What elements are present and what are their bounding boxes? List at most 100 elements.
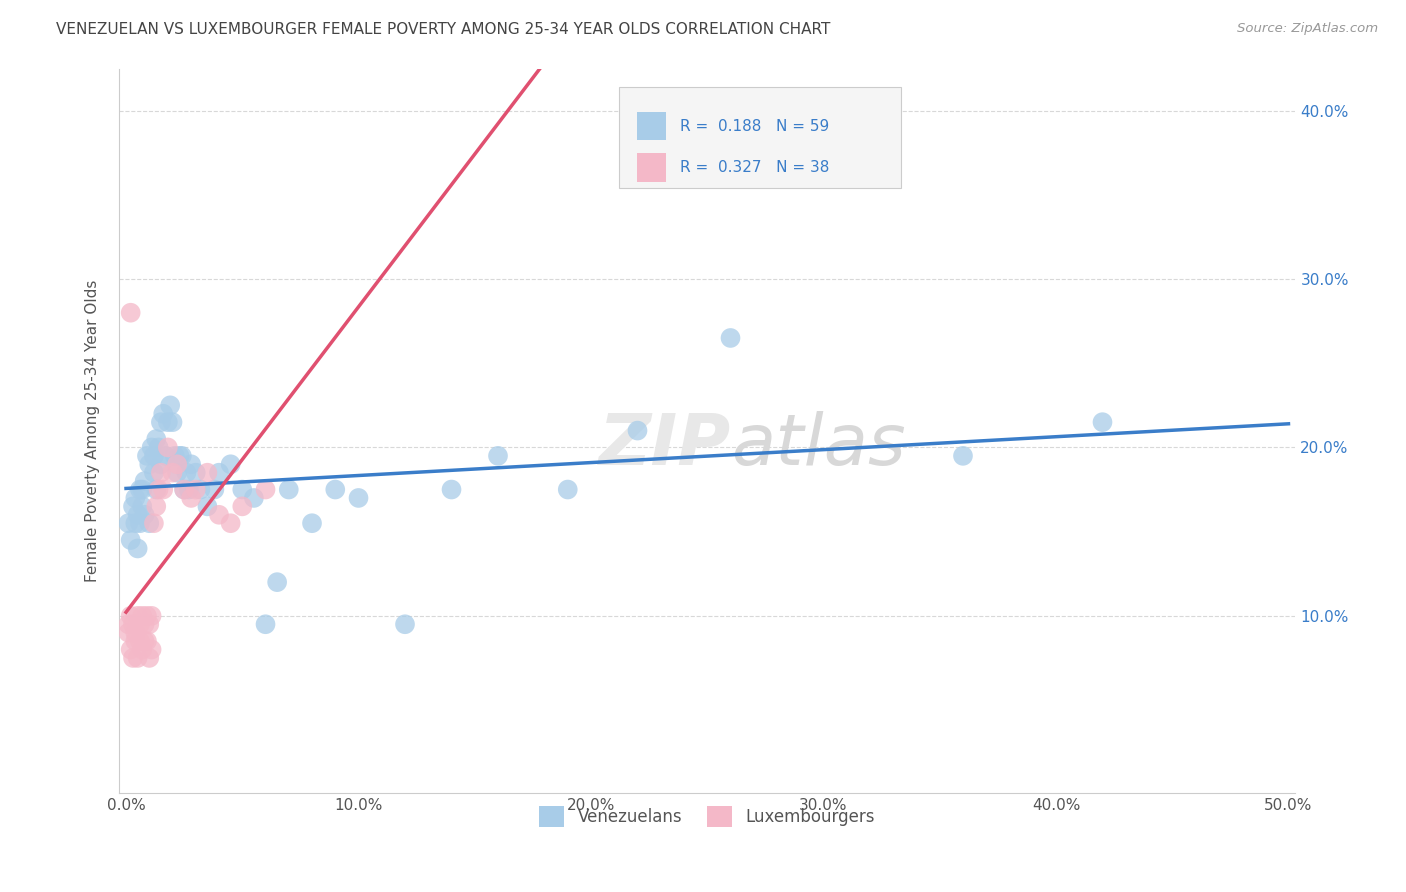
Point [142, 466, 165, 480]
Point [148, 483, 170, 497]
Point [148, 441, 170, 455]
Y-axis label: Female Poverty Among 25-34 Year Olds: Female Poverty Among 25-34 Year Olds [86, 279, 100, 582]
Point [117, 516, 139, 531]
Point [149, 457, 172, 471]
Point [117, 625, 139, 640]
Point [254, 483, 277, 497]
Point [486, 449, 509, 463]
Point [952, 449, 974, 463]
Point [141, 441, 163, 455]
FancyBboxPatch shape [619, 87, 901, 188]
Point [129, 516, 152, 531]
Point [219, 516, 242, 531]
Point [122, 651, 145, 665]
Point [129, 483, 152, 497]
Point [197, 466, 219, 480]
Point [173, 483, 195, 497]
FancyBboxPatch shape [637, 112, 666, 141]
Point [142, 516, 165, 531]
Point [124, 634, 146, 648]
Point [173, 483, 195, 497]
Point [243, 491, 266, 505]
Point [202, 483, 225, 497]
Point [323, 483, 346, 497]
Point [129, 634, 152, 648]
Point [176, 466, 198, 480]
Point [134, 617, 156, 632]
Point [134, 508, 156, 522]
Point [557, 483, 579, 497]
Point [197, 500, 219, 514]
Point [149, 466, 172, 480]
Point [142, 449, 165, 463]
Point [440, 483, 463, 497]
Point [124, 625, 146, 640]
Point [131, 500, 153, 514]
Point [122, 500, 145, 514]
Point [155, 449, 177, 463]
Point [231, 500, 253, 514]
Text: ZIP: ZIP [599, 410, 731, 480]
Point [127, 651, 149, 665]
Text: R =  0.327   N = 38: R = 0.327 N = 38 [681, 160, 830, 175]
Point [138, 457, 160, 471]
Point [254, 617, 277, 632]
Point [277, 483, 299, 497]
Point [138, 651, 160, 665]
Point [184, 483, 207, 497]
Point [127, 508, 149, 522]
Point [166, 457, 188, 471]
Point [394, 617, 416, 632]
Text: VENEZUELAN VS LUXEMBOURGER FEMALE POVERTY AMONG 25-34 YEAR OLDS CORRELATION CHAR: VENEZUELAN VS LUXEMBOURGER FEMALE POVERT… [56, 22, 831, 37]
Point [145, 432, 167, 446]
Point [136, 449, 159, 463]
Point [120, 533, 142, 547]
Point [138, 516, 160, 531]
Point [166, 466, 188, 480]
Point [626, 424, 648, 438]
Point [129, 617, 152, 632]
Text: R =  0.188   N = 59: R = 0.188 N = 59 [681, 119, 830, 134]
FancyBboxPatch shape [637, 153, 666, 182]
Point [266, 575, 288, 590]
Point [156, 441, 179, 455]
Legend: Venezuelans, Luxembourgers: Venezuelans, Luxembourgers [531, 798, 883, 835]
Point [141, 608, 163, 623]
Point [1091, 415, 1114, 429]
Point [136, 634, 159, 648]
Point [347, 491, 370, 505]
Point [301, 516, 323, 531]
Point [156, 415, 179, 429]
Point [162, 415, 184, 429]
Point [208, 466, 231, 480]
Point [124, 516, 146, 531]
Point [145, 483, 167, 497]
Point [180, 491, 202, 505]
Point [134, 634, 156, 648]
Point [127, 608, 149, 623]
Point [177, 483, 200, 497]
Point [145, 500, 167, 514]
Point [120, 306, 142, 320]
Point [127, 541, 149, 556]
Point [219, 457, 242, 471]
Point [720, 331, 742, 345]
Point [131, 483, 153, 497]
Point [162, 466, 184, 480]
Point [117, 617, 139, 632]
Point [163, 449, 186, 463]
Point [169, 449, 191, 463]
Point [170, 449, 193, 463]
Point [159, 398, 181, 412]
Point [124, 491, 146, 505]
Point [120, 608, 142, 623]
Point [138, 617, 160, 632]
Point [141, 642, 163, 657]
Point [131, 608, 153, 623]
Point [208, 508, 231, 522]
Point [149, 415, 172, 429]
Text: atlas: atlas [731, 410, 905, 480]
Point [152, 483, 174, 497]
Point [122, 617, 145, 632]
Point [231, 483, 253, 497]
